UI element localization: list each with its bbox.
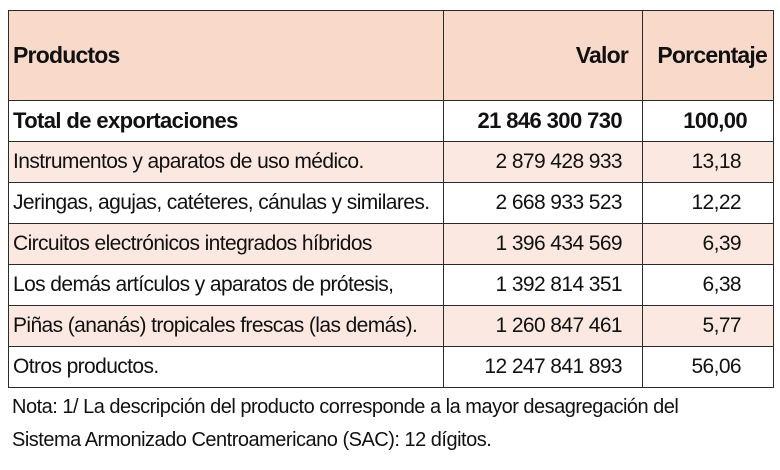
product-percent: 6,39 — [642, 223, 774, 265]
total-label: Total de exportaciones — [8, 100, 444, 142]
product-name: Los demás artículos y aparatos de prótes… — [8, 264, 444, 306]
header-percent: Porcentaje — [642, 10, 774, 101]
total-percent: 100,00 — [642, 100, 774, 142]
product-value: 2 879 428 933 — [443, 141, 643, 183]
product-percent: 6,38 — [642, 264, 774, 306]
product-percent: 13,18 — [642, 141, 774, 183]
product-name: Otros productos. — [8, 346, 444, 388]
total-value: 21 846 300 730 — [443, 100, 643, 142]
table-row: Instrumentos y aparatos de uso médico. 2… — [8, 141, 774, 183]
table-row: Otros productos. 12 247 841 893 56,06 — [8, 346, 774, 388]
product-percent: 12,22 — [642, 182, 774, 224]
product-value: 2 668 933 523 — [443, 182, 643, 224]
exports-table-container: Productos Valor Porcentaje Total de expo… — [8, 10, 774, 388]
table-footnote: Nota: 1/ La descripción del producto cor… — [12, 391, 772, 457]
product-value: 1 396 434 569 — [443, 223, 643, 265]
total-row: Total de exportaciones 21 846 300 730 10… — [8, 100, 774, 142]
table-row: Circuitos electrónicos integrados híbrid… — [8, 223, 774, 265]
exports-table: Productos Valor Porcentaje Total de expo… — [8, 10, 774, 388]
table-row: Jeringas, agujas, catéteres, cánulas y s… — [8, 182, 774, 224]
footnote-line-1: Nota: 1/ La descripción del producto cor… — [12, 396, 679, 418]
header-products: Productos — [8, 10, 444, 101]
header-row: Productos Valor Porcentaje — [8, 10, 774, 101]
product-name: Piñas (ananás) tropicales frescas (las d… — [8, 305, 444, 347]
product-name: Jeringas, agujas, catéteres, cánulas y s… — [8, 182, 444, 224]
product-percent: 56,06 — [642, 346, 774, 388]
table-row: Piñas (ananás) tropicales frescas (las d… — [8, 305, 774, 347]
header-value: Valor — [443, 10, 643, 101]
table-row: Los demás artículos y aparatos de prótes… — [8, 264, 774, 306]
product-value: 12 247 841 893 — [443, 346, 643, 388]
product-name: Circuitos electrónicos integrados híbrid… — [8, 223, 444, 265]
footnote-line-2: Sistema Armonizado Centroamericano (SAC)… — [12, 429, 492, 451]
product-value: 1 260 847 461 — [443, 305, 643, 347]
product-value: 1 392 814 351 — [443, 264, 643, 306]
product-name: Instrumentos y aparatos de uso médico. — [8, 141, 444, 183]
product-percent: 5,77 — [642, 305, 774, 347]
